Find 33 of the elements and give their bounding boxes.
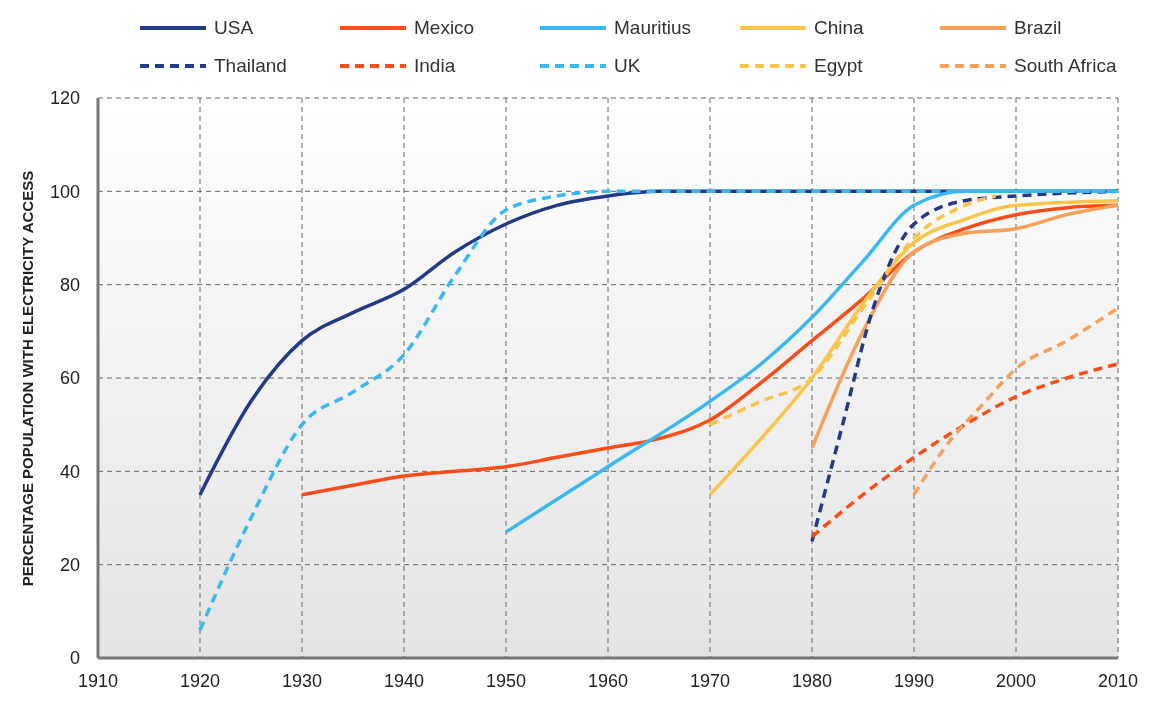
y-tick-label: 40 [59,461,80,482]
y-tick-label: 0 [69,648,80,669]
legend-label: Mauritius [614,17,692,39]
y-tick-label: 120 [49,88,80,109]
x-tick-label: 1950 [485,670,527,691]
legend-label: Thailand [214,55,287,77]
line-series [810,203,1118,450]
x-tick-label: 1910 [77,670,119,691]
legend-label: Mexico [414,17,475,39]
y-tick-label: 100 [49,181,80,202]
y-tick-label: 20 [59,555,80,576]
x-tick-label: 1940 [383,670,425,691]
x-tick-label: 1990 [893,670,935,691]
line-series [708,198,1118,497]
legend-label: India [414,55,456,77]
legend-label: USA [214,17,254,39]
legend-label: China [814,17,864,39]
x-tick-label: 1930 [281,670,323,691]
y-tick-label: 60 [59,368,80,389]
legend-label: Brazil [1014,17,1062,39]
legend-label: Egypt [814,55,863,77]
x-tick-label: 2000 [995,670,1037,691]
legend-label: South Africa [1014,55,1117,77]
legend-label: UK [614,55,641,77]
line-series [810,362,1118,539]
x-tick-label: 2010 [1097,670,1139,691]
line-series [912,306,1118,497]
y-axis-title: PERCENTAGE POPULATION WITH ELECTRICITY ACCESS [19,170,37,586]
x-tick-label: 1980 [791,670,833,691]
x-tick-label: 1960 [587,670,629,691]
x-tick-label: 1920 [179,670,221,691]
x-tick-label: 1970 [689,670,731,691]
y-tick-label: 80 [59,275,80,296]
